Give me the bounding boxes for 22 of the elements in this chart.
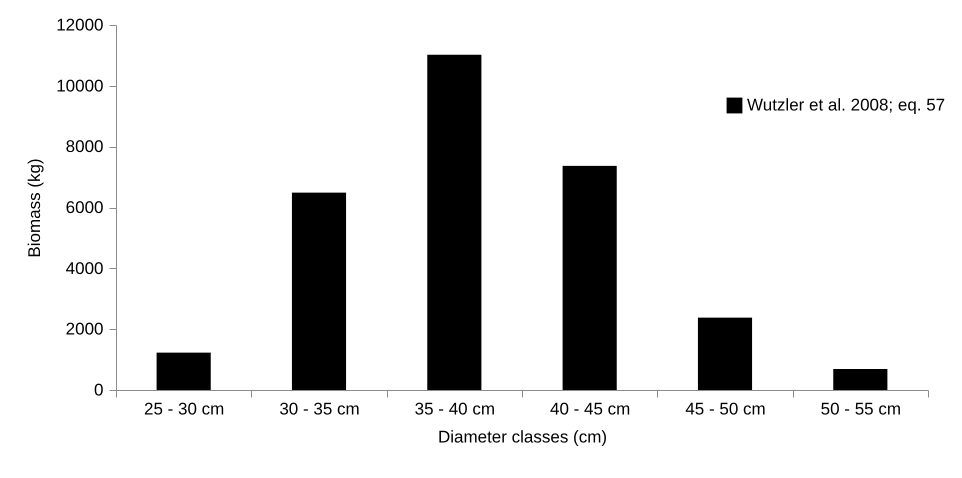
x-axis-title: Diameter classes (cm) xyxy=(438,428,608,446)
x-tick-label: 25 - 30 cm xyxy=(144,400,224,418)
x-tick-label: 40 - 45 cm xyxy=(550,400,630,418)
y-axis-title: Biomass (kg) xyxy=(25,158,44,258)
y-tick-label: 2000 xyxy=(66,320,104,339)
x-tick-label: 30 - 35 cm xyxy=(279,400,360,418)
bar xyxy=(698,318,752,390)
x-tick-label: 50 - 55 cm xyxy=(820,400,901,418)
x-tick-label: 45 - 50 cm xyxy=(685,400,766,418)
bar xyxy=(562,166,617,390)
bar xyxy=(833,369,888,390)
bar xyxy=(427,54,482,390)
y-tick-label: 4000 xyxy=(66,258,104,278)
bar xyxy=(156,352,211,390)
x-tick-label: 35 - 40 cm xyxy=(414,400,495,418)
y-tick-label: 6000 xyxy=(66,198,104,217)
bar xyxy=(292,192,346,390)
legend-label: Wutzler et al. 2008; eq. 57 xyxy=(747,96,946,114)
y-tick-label: 8000 xyxy=(66,137,104,156)
y-tick-label: 0 xyxy=(94,380,104,400)
y-tick-label: 12000 xyxy=(56,16,104,34)
y-tick-label: 10000 xyxy=(56,76,104,96)
